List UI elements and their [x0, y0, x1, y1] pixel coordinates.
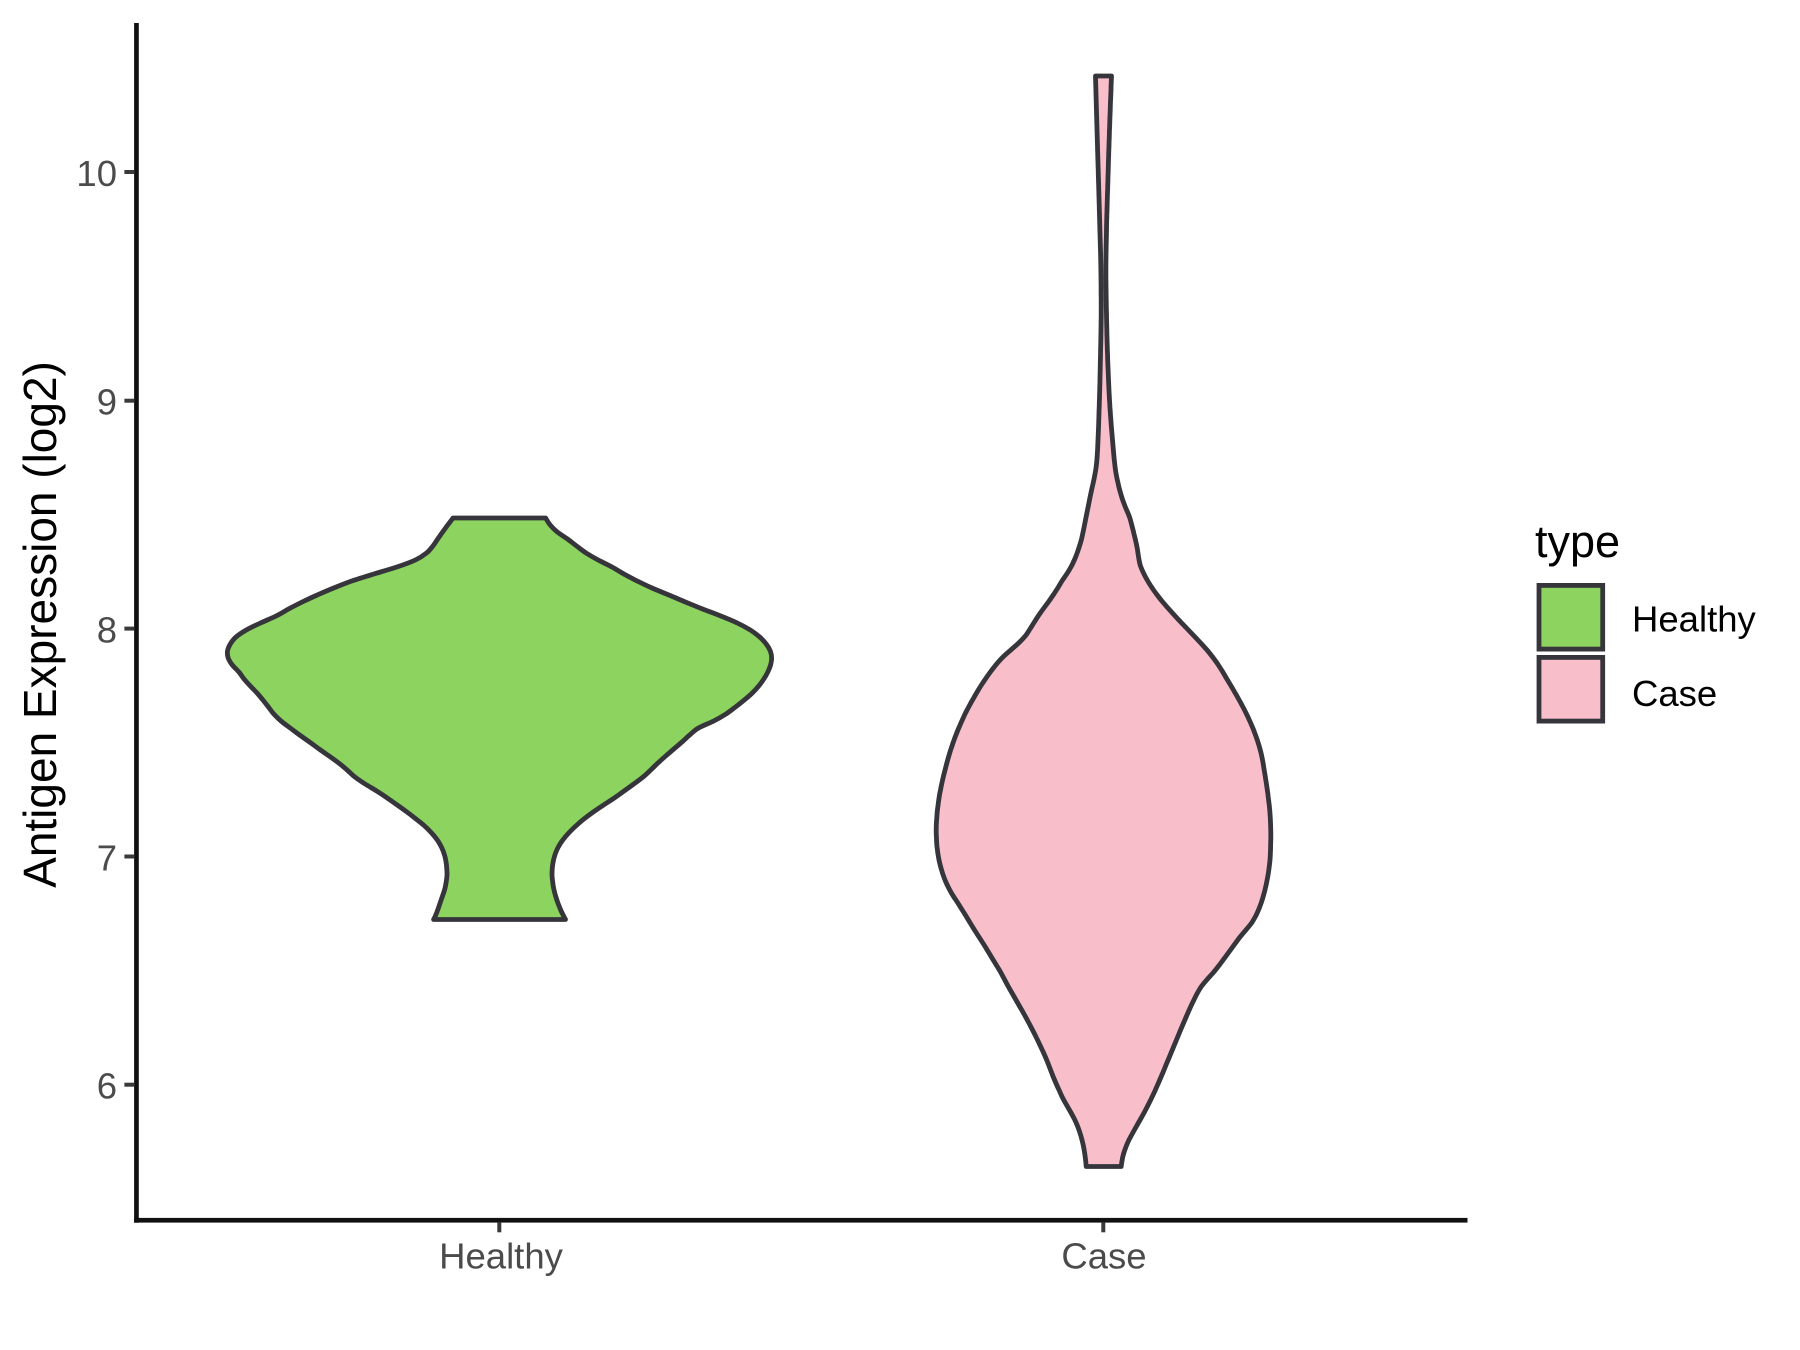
svg-text:9: 9 [97, 382, 117, 423]
svg-text:Case: Case [1061, 1236, 1146, 1277]
svg-text:Case: Case [1632, 673, 1717, 714]
svg-text:Antigen Expression (log2): Antigen Expression (log2) [14, 361, 66, 888]
svg-text:8: 8 [97, 610, 117, 651]
svg-text:type: type [1535, 516, 1620, 567]
svg-text:7: 7 [97, 837, 117, 878]
svg-text:Healthy: Healthy [439, 1236, 564, 1277]
svg-text:6: 6 [97, 1066, 117, 1107]
svg-text:10: 10 [76, 153, 117, 194]
svg-text:Healthy: Healthy [1632, 599, 1757, 640]
